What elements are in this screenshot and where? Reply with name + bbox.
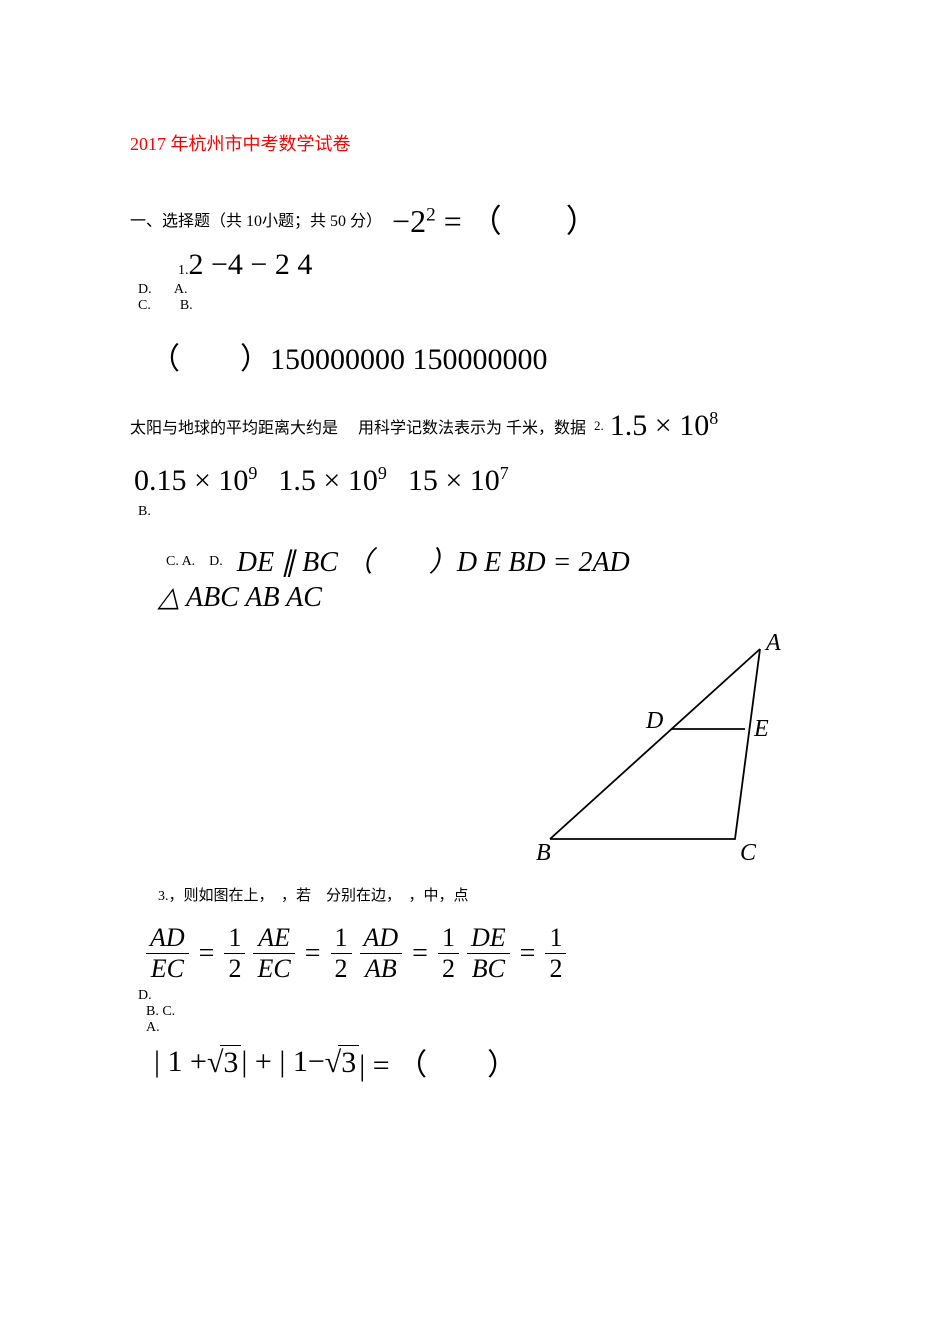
letter-d2: D. [138,988,825,1004]
frac1-den: EC [146,954,189,982]
section-1-mid: 小 [262,207,278,231]
frac2-num: AE [253,925,294,954]
frac3-num: AD [360,925,403,954]
section-1-suffix: 题；共 50 分） [278,207,382,231]
half4-den: 2 [545,954,566,982]
letter-c: C. [138,298,151,313]
q3-line1: C. A. D. DE ∥ BC （ ）D E BD = 2AD [158,540,825,580]
triangle-figure: A B C D E [490,624,810,874]
sqrt1-arg: 3 [220,1045,241,1080]
q4-e: | = （ ） [359,1040,517,1084]
opt-015-sup: 9 [248,463,257,483]
letter-b: B. [180,298,193,313]
q1-options-math: 2 −4 − 2 4 [189,248,313,282]
q1-expression: −22 = （ ） [392,196,598,242]
q4-c: | + | 1− [241,1045,324,1079]
half1-den: 2 [224,954,245,982]
frac-half-1: 1 2 [224,925,245,982]
opt-150-sup: 7 [500,463,509,483]
frac3-den: AB [360,954,403,982]
q1-options-row: 1. 2 −4 − 2 4 [170,248,825,282]
q1-expr-right: = （ ） [436,203,598,239]
tri-label-a: A [764,630,781,656]
half3-num: 1 [438,925,459,954]
q1-letter-row-2: C. B. [138,298,825,314]
eq4: = [520,938,536,970]
frac-half-4: 1 2 [545,925,566,982]
tri-label-b: B [536,840,551,866]
tri-label-e: E [753,716,769,742]
letter-d: D. [138,282,152,297]
section-1-prefix: 一、选择题（共 10 [130,207,262,231]
frac-1: AD EC [146,925,189,982]
half3-den: 2 [438,954,459,982]
sqrt-1: √3 [207,1045,241,1080]
eq3: = [412,938,428,970]
half4-num: 1 [545,925,566,954]
q3-text-row: 3. ，则如图在上， ，若 分别在边， ，中，点 [150,884,825,905]
q1-expr-sup: 2 [426,204,436,225]
q3-math-2: △ ABC AB AC [158,580,825,614]
opt-150: 15 × 10 [408,464,500,497]
fractions-row: AD EC = 1 2 AE EC = 1 2 AD AB = 1 2 DE B… [142,925,570,982]
half2-den: 2 [331,954,352,982]
sqrt2-arg: 3 [338,1045,359,1080]
eq1: = [199,938,215,970]
frac-2: AE EC [253,925,294,982]
letter-a2: A. [146,1020,825,1036]
q2-number-label: 2. [594,418,604,434]
letters-cad: C. A. D. [166,550,223,570]
opt-015: 0.15 × 10 [134,464,248,497]
section-1-heading-row: 一、选择题（共 10 小 题；共 50 分） −22 = （ ） [130,196,825,242]
frac-3: AD AB [360,925,403,982]
q4-a: | 1 + [154,1045,207,1079]
frac-half-2: 1 2 [331,925,352,982]
exam-title: 2017 年杭州市中考数学试卷 [130,130,825,156]
half1-num: 1 [224,925,245,954]
opt-15-sup: 9 [378,463,387,483]
tri-label-d: D [645,708,663,734]
frac4-num: DE [467,925,510,954]
q1-letter-row-1: D. A. [138,282,825,298]
letter-a: A. [174,282,188,297]
q2-m1-sup: 8 [709,408,718,428]
q1-expr-left: −2 [392,203,426,239]
q3-text: ，则如图在上， ，若 分别在边， ，中，点 [169,884,469,905]
letters-bc: B. C. [146,1004,825,1020]
q2-main-value: 1.5 × 108 [610,408,718,443]
q2-text-row: 太阳与地球的平均距离大约是 用科学记数法表示为 千米，数据 2. 1.5 × 1… [130,408,825,443]
frac-half-3: 1 2 [438,925,459,982]
q2-options-row: 0.15 × 109 1.5 × 109 15 × 107 [134,463,825,498]
q2-m1-a: 1.5 × 10 [610,409,709,442]
eq2: = [305,938,321,970]
opt-15: 1.5 × 10 [278,464,377,497]
q2-big-numbers: （ ）150000000 150000000 [150,334,825,378]
q2-text-a: 太阳与地球的平均距离大约是 [130,414,338,438]
q2-text-b: 用科学记数法表示为 千米，数据 [358,414,586,438]
frac2-den: EC [253,954,294,982]
frac-4: DE BC [467,925,510,982]
frac1-num: AD [146,925,189,954]
tri-label-c: C [740,840,757,866]
q1-number: 1. [178,263,189,279]
frac4-den: BC [467,954,510,982]
letter-b-solo: B. [138,504,825,520]
sqrt-2: √3 [325,1045,359,1080]
q3-number: 3. [158,889,169,905]
q4-expression: | 1 + √3 | + | 1− √3 | = （ ） [154,1040,517,1084]
half2-num: 1 [331,925,352,954]
q3-math-1: DE ∥ BC （ ）D E BD = 2AD [237,540,630,580]
page: 2017 年杭州市中考数学试卷 一、选择题（共 10 小 题；共 50 分） −… [0,0,945,1337]
